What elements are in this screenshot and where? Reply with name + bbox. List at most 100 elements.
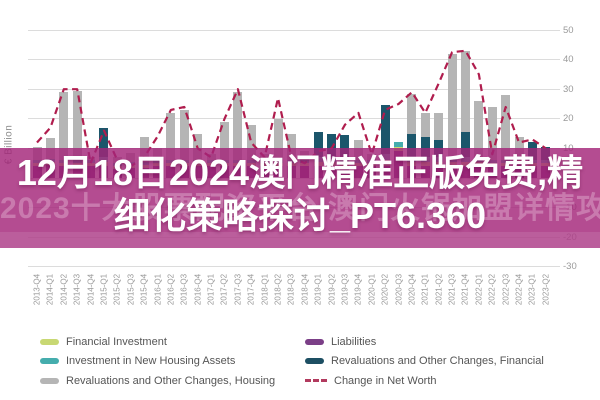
legend-item: Liabilities [305,332,544,352]
headline-line-1: 12月18日2024澳门精准正版免费,精 [16,152,584,193]
bar-segment [380,105,390,155]
bar-segment [407,133,417,158]
x-tick-label: 2014-Q1 [45,273,55,306]
x-tick-label: 2021-Q1 [420,273,430,306]
overlay-band-strip [0,232,600,248]
legend-item: Financial Investment [40,332,275,352]
bar-segment [327,133,337,158]
gridline [28,88,560,90]
bar-segment [313,132,323,158]
legend-label: Change in Net Worth [334,374,437,387]
x-tick-label: 2021-Q3 [447,273,457,306]
x-tick-label: 2018-Q3 [286,273,296,306]
bar-segment [166,112,176,161]
bar-segment [474,101,484,158]
bar-segment [246,124,256,161]
x-tick-label: 2018-Q1 [260,273,270,306]
overlay-band [0,148,600,248]
gridline [28,118,560,120]
y-tick-label: 30 [563,83,574,95]
legend-color-swatch [305,338,324,345]
legend-color-swatch [40,358,59,365]
gridline [28,59,560,61]
x-tick-label: 2019-Q3 [340,273,350,306]
x-tick-label: 2016-Q3 [179,273,189,306]
gridline [28,29,560,31]
x-tick-label: 2022-Q2 [487,273,497,306]
bar-segment [59,92,69,161]
bar-segment [460,132,470,158]
x-tick-label: 2020-Q4 [407,273,417,306]
x-tick-label: 2013-Q4 [32,273,42,306]
bar-segment [233,92,243,161]
bar-segment [72,90,82,161]
x-tick-label: 2015-Q2 [112,273,122,306]
legend-label: Revaluations and Other Changes, Housing [66,374,276,387]
legend-label: Financial Investment [66,335,167,348]
bar-segment [99,127,109,158]
x-tick-label: 2020-Q2 [380,273,390,306]
x-tick-label: 2021-Q2 [434,273,444,306]
legend-item: Investment in New Housing Assets [40,352,275,372]
bar-segment [273,118,283,161]
bar-segment [286,133,296,161]
x-tick-label: 2014-Q2 [59,273,69,306]
x-tick-label: 2017-Q3 [233,273,243,306]
legend-column-left: Financial Investment Investment in New Ho… [40,332,275,391]
legend-item: Revaluations and Other Changes, Financia… [305,352,544,372]
bar-segment [219,121,229,161]
x-tick-label: 2022-Q3 [501,273,511,306]
x-tick-label: 2015-Q3 [126,273,136,306]
watermark-text: 2023十大股票配资平台 澳门火锅加盟详情攻略 [0,192,600,225]
y-tick-label: -30 [563,261,577,273]
x-tick-label: 2020-Q3 [394,273,404,306]
x-tick-label: 2018-Q2 [273,273,283,306]
legend-column-right: Liabilities Revaluations and Other Change… [305,332,544,391]
x-tick-label: 2023-Q2 [541,273,551,306]
bar-segment [420,136,430,158]
x-tick-label: 2021-Q4 [460,273,470,306]
headline-text: 12月18日2024澳门精准正版免费,精 细化策略探讨_PT6.360 [0,151,600,237]
x-tick-label: 2017-Q1 [206,273,216,306]
x-tick-label: 2016-Q2 [166,273,176,306]
bar-segment [340,135,350,158]
bar-segment [434,112,444,140]
gridline [28,266,560,268]
legend-color-swatch [40,377,59,384]
x-tick-label: 2022-Q1 [474,273,484,306]
bar-segment [447,53,457,158]
legend-item: Change in Net Worth [305,371,544,391]
legend-label: Liabilities [331,335,377,348]
x-tick-label: 2019-Q2 [327,273,337,306]
bar-segment [407,93,417,134]
bar-segment [501,95,511,161]
x-tick-label: 2017-Q4 [246,273,256,306]
legend-dashed-line-swatch [305,379,327,383]
legend-label: Revaluations and Other Changes, Financia… [331,355,544,368]
bar-segment [179,109,189,161]
bar-segment [460,50,470,133]
bar-segment [394,142,404,147]
bar-segment [420,112,430,137]
headline-line-2: 细化策略探讨_PT6.360 [113,195,487,237]
x-tick-label: 2019-Q4 [353,273,363,306]
x-tick-label: 2023-Q1 [527,273,537,306]
legend-color-swatch [305,358,324,365]
x-tick-label: 2015-Q4 [139,273,149,306]
x-tick-label: 2016-Q1 [153,273,162,306]
y-tick-label: 20 [563,113,574,125]
x-tick-label: 2014-Q4 [86,273,96,306]
legend-color-swatch [40,338,59,345]
x-tick-label: 2017-Q2 [219,273,229,306]
x-tick-label: 2014-Q3 [72,273,82,306]
x-tick-label: 2019-Q1 [313,273,323,306]
x-tick-label: 2015-Q1 [99,273,109,306]
bar-segment [514,136,524,158]
x-tick-label: 2022-Q4 [514,273,524,306]
bar-segment [487,106,497,161]
legend-item: Revaluations and Other Changes, Housing [40,371,275,391]
x-tick-label: 2016-Q4 [193,273,203,306]
x-tick-label: 2020-Q1 [367,273,377,306]
y-tick-label: 40 [563,54,574,66]
